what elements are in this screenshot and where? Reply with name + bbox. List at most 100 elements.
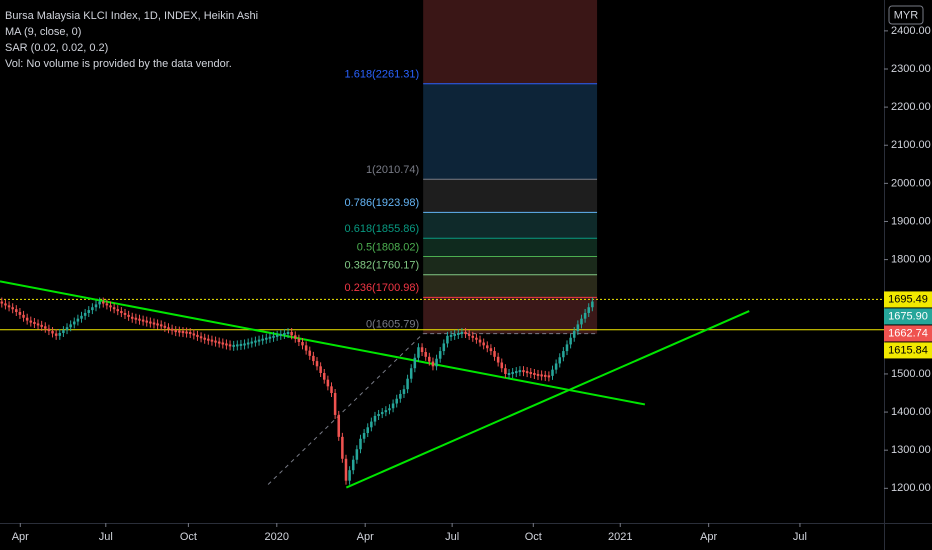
x-tick-label: Oct [180, 531, 197, 543]
candle [409, 368, 413, 379]
candle [265, 337, 268, 340]
candle [424, 352, 427, 357]
candle [149, 321, 152, 324]
fib-label: 0.5(1808.02) [357, 241, 419, 253]
candle [80, 315, 83, 319]
candle [322, 372, 326, 380]
fib-label: 1(2010.74) [366, 164, 419, 176]
price-tag-label: 1695.49 [888, 293, 928, 305]
candle [87, 310, 91, 313]
candle [51, 331, 54, 334]
candle [283, 332, 286, 335]
price-tag [884, 308, 932, 325]
candle [22, 314, 25, 318]
candle [580, 318, 583, 325]
candle [525, 371, 529, 374]
candle [341, 436, 344, 459]
candle [554, 363, 558, 370]
candle [290, 332, 293, 336]
y-tick-label: 1500.00 [891, 368, 931, 380]
y-tick-label: 2200.00 [891, 101, 931, 113]
candle [4, 303, 7, 306]
candle [116, 309, 120, 312]
candle [192, 333, 196, 336]
candle [312, 355, 315, 362]
candle [380, 412, 384, 415]
candle [496, 356, 500, 363]
candle [62, 330, 65, 333]
price-tag [884, 342, 932, 359]
fib-label: 0.236(1700.98) [345, 282, 420, 294]
currency[interactable]: MYR [894, 9, 919, 21]
candle [533, 372, 536, 375]
candle [493, 351, 496, 357]
candle [428, 356, 431, 362]
candle [178, 330, 181, 333]
fib-zones: 0(1605.79) 0.236(1700.98) 0.382(1760.17) 0.… [345, 0, 598, 335]
candle [130, 316, 134, 319]
candle [435, 358, 438, 367]
candle [152, 322, 156, 325]
candle [384, 410, 388, 413]
candle [500, 362, 504, 369]
price-tag [884, 291, 932, 308]
y-tick-label: 1900.00 [891, 215, 931, 227]
candle [254, 340, 257, 343]
candle [362, 433, 366, 439]
candle [457, 332, 460, 335]
candle [232, 344, 235, 347]
currency-box[interactable] [888, 5, 924, 25]
candle [138, 318, 141, 321]
candle [69, 324, 72, 328]
candle [518, 370, 522, 373]
candle [576, 324, 580, 332]
x-tick-label: Jul [99, 531, 113, 543]
candle [185, 331, 188, 334]
candle [98, 301, 101, 305]
x-tick-label: Oct [525, 531, 542, 543]
fib-zone [423, 297, 598, 334]
candle [58, 332, 62, 336]
candle [7, 305, 11, 308]
candle [297, 338, 301, 343]
candle [0, 301, 4, 304]
fib-label: 0(1605.79) [366, 319, 419, 331]
candle [344, 458, 348, 481]
candle [36, 323, 40, 326]
candle [413, 357, 417, 369]
candle [583, 312, 587, 319]
candle [91, 307, 94, 311]
plot [0, 280, 884, 489]
candle [83, 312, 87, 316]
chart-title: Bursa Malaysia KLCI Index, 1D, INDEX, He… [5, 10, 258, 22]
candle [286, 332, 290, 335]
candle [127, 314, 130, 317]
candle [275, 334, 279, 337]
candle [442, 343, 446, 352]
y-tick-label: 2400.00 [891, 25, 931, 37]
candle [377, 413, 380, 416]
y-tick-label: 2100.00 [891, 139, 931, 151]
fib-zone [423, 274, 598, 298]
candle [33, 322, 36, 325]
candle [515, 371, 518, 374]
candle [105, 303, 109, 306]
candle [522, 370, 525, 373]
candle [562, 351, 565, 358]
legend-item: Vol: No volume is provided by the data v… [5, 58, 232, 70]
candle [29, 320, 33, 323]
candle [507, 372, 511, 375]
candle [112, 307, 116, 310]
candle [319, 366, 322, 373]
trendline [345, 310, 750, 489]
candle [217, 341, 221, 344]
candle [120, 311, 123, 314]
candle [65, 327, 69, 331]
fib-zone [423, 256, 598, 275]
candle [214, 340, 217, 343]
fib-zone [423, 83, 598, 180]
candle [272, 335, 275, 338]
candle [25, 317, 29, 321]
candle [333, 393, 337, 415]
candle [547, 375, 551, 378]
